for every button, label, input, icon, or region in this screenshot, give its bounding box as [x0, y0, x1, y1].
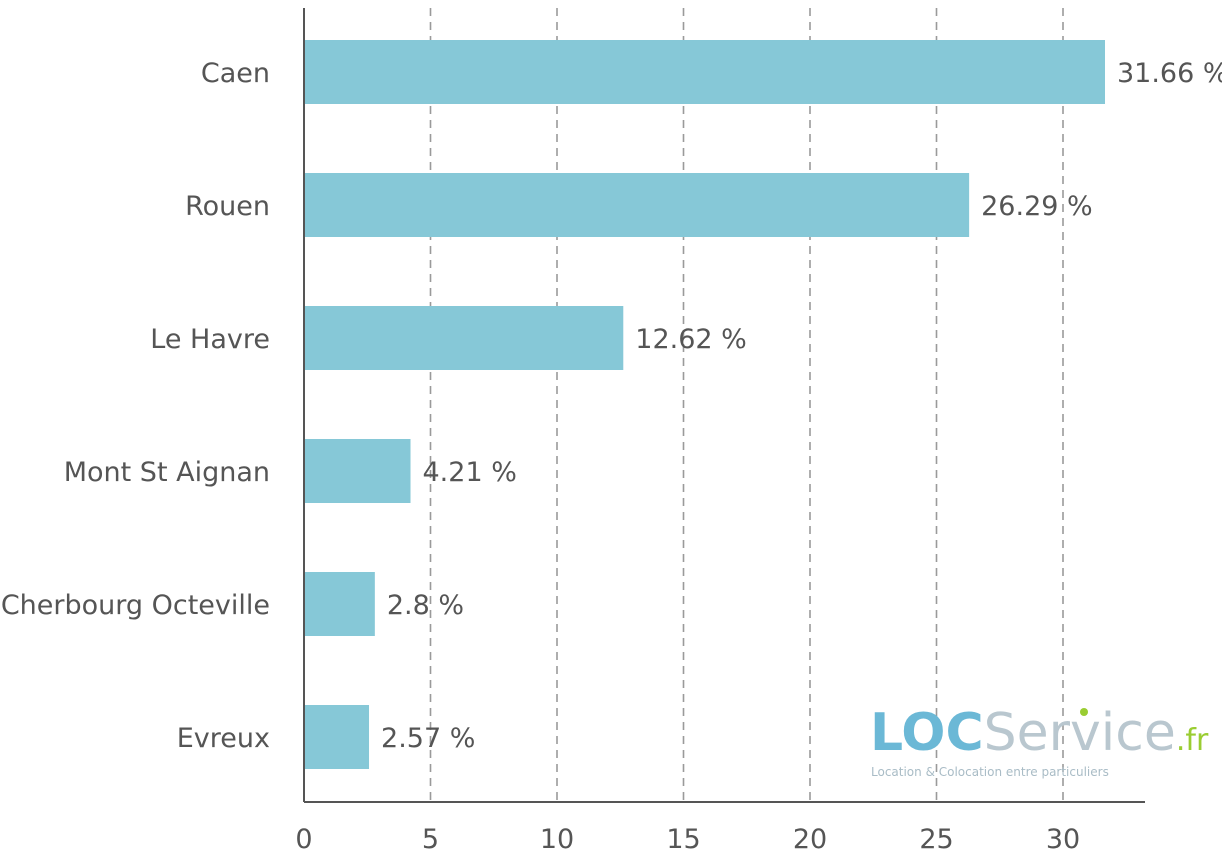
bar-le-havre [304, 306, 624, 370]
bar-cherbourg-octeville [304, 572, 375, 636]
category-label: Caen [201, 58, 270, 89]
logo-loc-text: LOC [870, 703, 984, 763]
category-label: Cherbourg Octeville [1, 590, 270, 621]
x-axis-ticks: 0 5 10 15 20 25 30 [295, 824, 1080, 855]
x-tick-label: 30 [1046, 824, 1080, 855]
x-tick-label: 25 [919, 824, 953, 855]
bar-evreux [304, 705, 370, 769]
x-tick-label: 20 [793, 824, 827, 855]
svg-text:LOCService.fr: LOCService.fr [870, 703, 1209, 763]
value-label: 31.66 % [1117, 58, 1222, 89]
bar-mont-st-aignan [304, 439, 411, 503]
value-label: 4.21 % [423, 457, 517, 488]
bar-rouen [304, 173, 970, 237]
category-labels: Caen Rouen Le Havre Mont St Aignan Cherbourg… [1, 58, 270, 754]
value-label: 26.29 % [981, 191, 1093, 222]
value-label: 2.57 % [381, 723, 475, 754]
category-label: Rouen [185, 191, 270, 222]
value-label: 2.8 % [387, 590, 464, 621]
category-label: Mont St Aignan [64, 457, 270, 488]
x-tick-label: 15 [666, 824, 700, 855]
category-label: Evreux [177, 723, 270, 754]
x-tick-label: 0 [295, 824, 312, 855]
category-label: Le Havre [150, 324, 270, 355]
value-label: 12.62 % [635, 324, 747, 355]
bars [304, 40, 1105, 769]
value-labels: 31.66 % 26.29 % 12.62 % 4.21 % 2.8 % 2.57 % [381, 58, 1222, 754]
watermark-logo: LOCService.fr Location & Colocation entr… [870, 703, 1209, 779]
logo-service-text: Service [984, 703, 1176, 763]
logo-dot-icon [1080, 708, 1088, 716]
gridlines [429, 8, 1064, 802]
x-tick-label: 10 [540, 824, 574, 855]
logo-tld-text: .fr [1176, 723, 1209, 758]
bar-caen [304, 40, 1105, 104]
x-tick-label: 5 [422, 824, 439, 855]
axes [303, 8, 1145, 803]
logo-tagline: Location & Colocation entre particuliers [871, 765, 1109, 779]
